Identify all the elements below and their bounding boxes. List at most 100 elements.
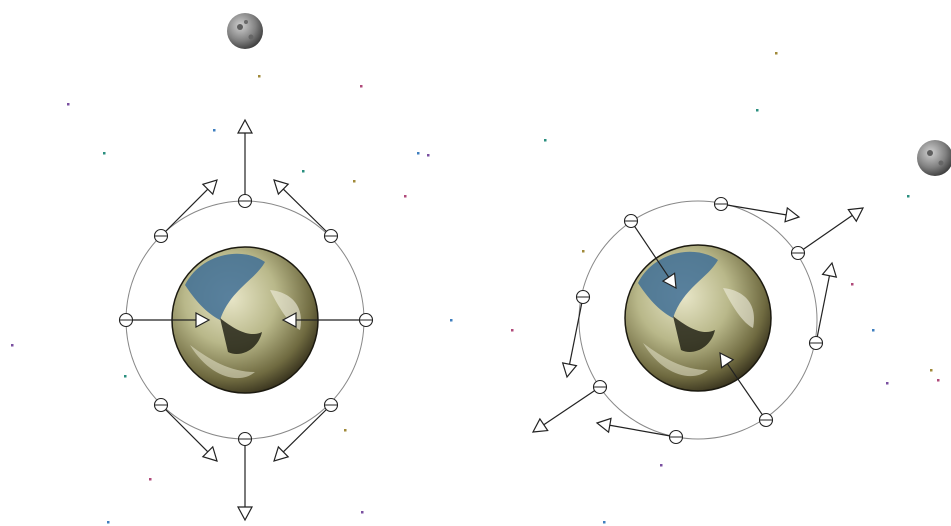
- star: [103, 152, 106, 155]
- star: [213, 129, 216, 132]
- force-vector: [153, 397, 218, 462]
- arrowhead-icon: [201, 445, 218, 462]
- panel-right: [531, 140, 951, 445]
- arrowhead-icon: [531, 417, 549, 433]
- arrowhead-icon: [784, 206, 801, 223]
- force-vector: [531, 379, 608, 433]
- sample-point-marker: [808, 335, 824, 351]
- arrowhead-icon: [273, 179, 290, 196]
- star: [660, 464, 663, 467]
- moon-icon: [227, 13, 263, 49]
- star: [775, 52, 778, 55]
- sample-point-marker: [323, 228, 339, 244]
- force-vector: [595, 417, 684, 445]
- force-vector: [118, 311, 211, 329]
- vector-shaft: [630, 220, 670, 278]
- vector-shaft: [543, 386, 601, 426]
- sample-point-marker: [237, 193, 253, 209]
- force-vector: [808, 261, 838, 351]
- arrowhead-icon: [273, 445, 290, 462]
- sample-point-marker: [153, 397, 169, 413]
- star: [872, 329, 875, 332]
- force-vector: [561, 289, 591, 379]
- force-vectors-left: [118, 118, 374, 522]
- arrowhead-icon: [281, 311, 297, 329]
- arrowhead-icon: [561, 362, 578, 379]
- force-vector: [719, 351, 774, 428]
- panel-left: [118, 13, 374, 522]
- force-vector: [153, 179, 218, 244]
- force-vector: [236, 431, 254, 522]
- star: [756, 109, 759, 112]
- star: [511, 329, 514, 332]
- star: [930, 369, 933, 372]
- sample-point-marker: [575, 289, 591, 305]
- star: [149, 478, 152, 481]
- sample-point-marker: [358, 312, 374, 328]
- sample-point-marker: [323, 397, 339, 413]
- earth-icon: [624, 244, 772, 392]
- star: [907, 195, 910, 198]
- star: [886, 382, 889, 385]
- star: [603, 521, 606, 524]
- vector-shaft: [815, 275, 831, 344]
- star: [450, 319, 453, 322]
- force-vectors-right: [531, 196, 865, 445]
- sample-point-marker: [153, 228, 169, 244]
- sample-point-marker: [592, 379, 608, 395]
- arrowhead-icon: [201, 179, 218, 196]
- sample-point-marker: [668, 429, 684, 445]
- moon-icon: [917, 140, 951, 176]
- star: [360, 85, 363, 88]
- earth-icon: [171, 246, 319, 394]
- star: [107, 521, 110, 524]
- sample-point-marker: [623, 213, 639, 229]
- star: [124, 375, 127, 378]
- arrowhead-icon: [595, 417, 612, 434]
- star-field: [11, 52, 940, 524]
- sample-point-marker: [758, 412, 774, 428]
- star: [361, 511, 364, 514]
- sample-point-marker: [713, 196, 729, 212]
- arrowhead-icon: [195, 311, 211, 329]
- arrowhead-icon: [236, 118, 254, 134]
- sample-point-marker: [237, 431, 253, 447]
- vector-shaft: [720, 203, 787, 216]
- vector-shaft: [726, 363, 767, 421]
- vector-shaft: [282, 404, 332, 453]
- force-vector: [790, 207, 865, 261]
- star: [851, 283, 854, 286]
- star: [258, 75, 261, 78]
- sample-point-marker: [790, 245, 806, 261]
- force-vector: [273, 397, 339, 462]
- force-vector: [273, 179, 339, 244]
- force-vector: [281, 311, 374, 329]
- force-vector: [236, 118, 254, 209]
- star: [353, 180, 356, 183]
- vector-shaft: [160, 188, 209, 237]
- arrowhead-icon: [821, 261, 838, 278]
- star: [67, 103, 70, 106]
- star: [404, 195, 407, 198]
- vector-shaft: [282, 188, 332, 237]
- star: [11, 344, 14, 347]
- star: [344, 429, 347, 432]
- star: [544, 139, 547, 142]
- vector-shaft: [568, 296, 584, 365]
- star: [582, 250, 585, 253]
- star: [302, 170, 305, 173]
- arrowhead-icon: [236, 506, 254, 522]
- star: [937, 379, 940, 382]
- sample-point-marker: [118, 312, 134, 328]
- vector-shaft: [797, 214, 853, 254]
- arrowhead-icon: [847, 207, 865, 223]
- arrowhead-icon: [661, 272, 677, 290]
- force-vector: [623, 213, 677, 290]
- vector-shaft: [609, 424, 677, 438]
- arrowhead-icon: [719, 351, 735, 369]
- star: [417, 152, 420, 155]
- star: [427, 154, 430, 157]
- force-vector: [713, 196, 801, 223]
